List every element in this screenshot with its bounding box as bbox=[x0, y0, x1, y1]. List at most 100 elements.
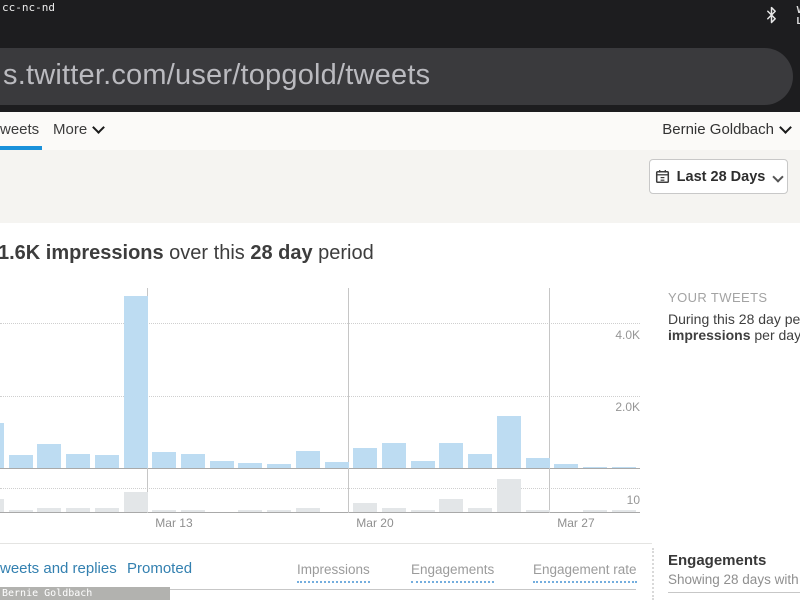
impressions-bar[interactable] bbox=[152, 452, 177, 468]
active-tab-underline bbox=[0, 146, 42, 150]
x-axis-label: Mar 27 bbox=[557, 516, 595, 530]
impressions-bar[interactable] bbox=[496, 416, 521, 468]
status-text-clipped: W L bbox=[797, 5, 800, 27]
x-axis-label: Mar 20 bbox=[356, 516, 394, 530]
engagements-panel-subtitle: Showing 28 days with dai bbox=[668, 572, 800, 587]
impressions-bar[interactable] bbox=[180, 454, 205, 468]
account-menu[interactable]: Bernie Goldbach bbox=[662, 121, 792, 138]
tab-more-label: More bbox=[53, 121, 88, 138]
week-gridline bbox=[147, 288, 149, 513]
tweets-bar[interactable] bbox=[381, 508, 406, 512]
impressions-bar[interactable] bbox=[209, 461, 234, 468]
tweets-bar[interactable] bbox=[267, 510, 292, 512]
impressions-chart: 4.0K 2.0K 10 Mar 13 Mar 20 Mar 27 bbox=[0, 280, 800, 535]
tweets-bar[interactable] bbox=[8, 510, 33, 512]
y-axis-tick-4k: 4.0K bbox=[615, 328, 640, 342]
metric-impressions[interactable]: Impressions bbox=[297, 562, 370, 583]
summary-mid: over this bbox=[163, 242, 251, 264]
tweets-bar[interactable] bbox=[152, 510, 177, 512]
calendar-icon bbox=[655, 170, 669, 184]
tweets-bar[interactable] bbox=[295, 508, 320, 512]
gridline-4k bbox=[0, 323, 640, 324]
account-name: Bernie Goldbach bbox=[662, 121, 774, 138]
impressions-bar[interactable] bbox=[94, 455, 119, 468]
x-axis-label: Mar 13 bbox=[155, 516, 193, 530]
license-text: cc-nc-nd bbox=[2, 1, 55, 14]
impressions-bar[interactable] bbox=[554, 464, 579, 468]
tweets-bar[interactable] bbox=[0, 499, 4, 512]
tab-more[interactable]: More bbox=[53, 121, 106, 138]
tweets-baseline bbox=[0, 512, 640, 513]
impressions-bar[interactable] bbox=[267, 464, 292, 468]
engagements-panel-title: Engagements bbox=[668, 552, 767, 569]
impressions-bar[interactable] bbox=[295, 451, 320, 468]
summary-period: 28 day bbox=[250, 242, 313, 264]
impressions-bar[interactable] bbox=[324, 462, 349, 468]
your-tweets-text-line1: During this 28 day per bbox=[668, 311, 800, 327]
footer-vertical-divider bbox=[652, 548, 654, 600]
your-tweets-text-line2: impressions per day. bbox=[668, 327, 800, 343]
impressions-bar[interactable] bbox=[381, 443, 406, 468]
tweets-bar[interactable] bbox=[37, 508, 62, 512]
bluetooth-icon bbox=[767, 6, 776, 24]
footer-divider bbox=[0, 543, 652, 544]
week-gridline bbox=[549, 288, 551, 513]
date-range-label: Last 28 Days bbox=[676, 168, 766, 185]
impressions-bar[interactable] bbox=[439, 443, 464, 468]
impressions-bar[interactable] bbox=[37, 444, 62, 468]
impressions-bar[interactable] bbox=[353, 448, 378, 468]
tweets-bar[interactable] bbox=[410, 510, 435, 512]
tab-tweets-and-replies[interactable]: weets and replies bbox=[0, 560, 117, 577]
week-gridline bbox=[348, 288, 350, 513]
y-axis-tick-10: 10 bbox=[626, 493, 640, 507]
status-letter-top: W bbox=[797, 5, 800, 16]
impressions-bar[interactable] bbox=[0, 423, 4, 468]
your-tweets-title: YOUR TWEETS bbox=[668, 290, 768, 305]
engagements-panel-underline bbox=[668, 592, 800, 593]
tweets-bar[interactable] bbox=[94, 508, 119, 512]
summary-impressions: 1.6K impressions bbox=[0, 242, 164, 264]
summary-tail: period bbox=[312, 242, 374, 264]
metric-engagement-rate[interactable]: Engagement rate bbox=[533, 562, 637, 583]
url-text[interactable]: s.twitter.com/user/topgold/tweets bbox=[3, 59, 431, 91]
date-range-button[interactable]: Last 28 Days bbox=[649, 159, 788, 194]
gridline-2k bbox=[0, 396, 640, 397]
y-axis-tick-2k: 2.0K bbox=[615, 400, 640, 414]
tweets-bar[interactable] bbox=[353, 503, 378, 512]
chevron-down-icon bbox=[779, 121, 792, 134]
tweets-bar[interactable] bbox=[123, 492, 148, 512]
gridline-10-tweets bbox=[0, 488, 640, 489]
impressions-bar[interactable] bbox=[238, 463, 263, 468]
tab-promoted[interactable]: Promoted bbox=[127, 560, 193, 577]
tab-tweets[interactable]: weets bbox=[0, 121, 40, 138]
chevron-down-icon bbox=[92, 121, 106, 134]
tweets-bar[interactable] bbox=[525, 510, 550, 512]
tweets-bar[interactable] bbox=[611, 510, 636, 512]
impressions-bar[interactable] bbox=[582, 467, 607, 468]
analytics-nav-bar: weets More Bernie Goldbach bbox=[0, 112, 800, 150]
metric-engagements[interactable]: Engagements bbox=[411, 562, 495, 583]
url-bar[interactable]: s.twitter.com/user/topgold/tweets bbox=[0, 48, 793, 105]
tweets-bar[interactable] bbox=[496, 479, 521, 512]
metric-bar-underline bbox=[0, 589, 636, 590]
tweets-bar[interactable] bbox=[238, 510, 263, 512]
impressions-bar[interactable] bbox=[66, 454, 91, 468]
impressions-bar[interactable] bbox=[525, 458, 550, 468]
tweets-bar[interactable] bbox=[439, 499, 464, 512]
tweets-bar[interactable] bbox=[582, 510, 607, 512]
impressions-bar[interactable] bbox=[123, 296, 148, 468]
status-letter-bottom: L bbox=[796, 16, 800, 27]
tweets-bar[interactable] bbox=[180, 510, 205, 512]
impressions-bar[interactable] bbox=[410, 461, 435, 468]
toolbar-band: Last 28 Days bbox=[0, 150, 800, 223]
tweets-bar[interactable] bbox=[468, 508, 493, 512]
browser-top-bar: cc-nc-nd W L s.twitter.com/user/topgold/… bbox=[0, 0, 800, 112]
impressions-bar[interactable] bbox=[8, 455, 33, 468]
watermark-text: Bernie Goldbach bbox=[0, 587, 170, 600]
impressions-bar[interactable] bbox=[611, 467, 636, 468]
your-tweets-rest: per day. bbox=[750, 327, 800, 343]
impressions-bar[interactable] bbox=[468, 454, 493, 468]
tweets-bar[interactable] bbox=[66, 508, 91, 512]
chevron-down-icon bbox=[772, 170, 784, 183]
